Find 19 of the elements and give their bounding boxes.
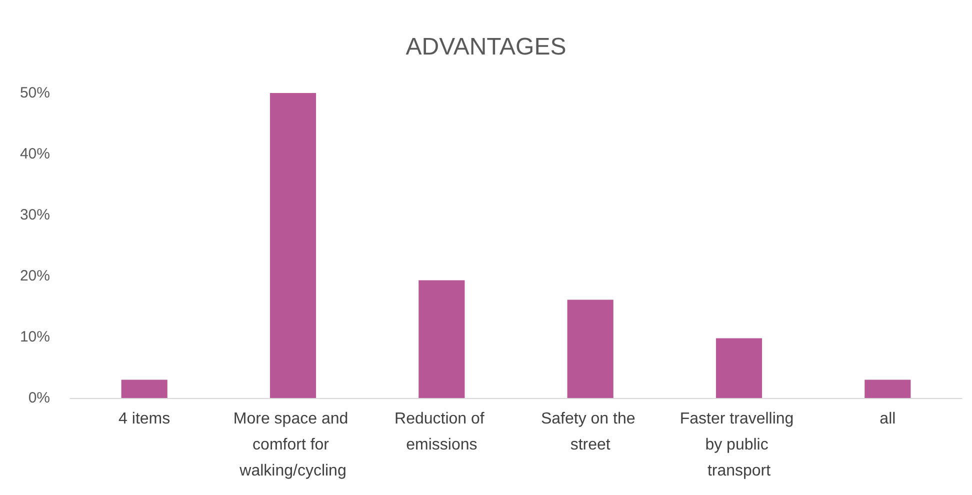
x-tick-label: 4 items bbox=[118, 410, 170, 428]
x-tick-label: Reduction of emissions bbox=[394, 410, 489, 454]
x-tick-label: all bbox=[880, 410, 896, 428]
x-tick-label: Safety on the street bbox=[540, 410, 640, 454]
bar bbox=[121, 380, 168, 398]
y-tick-label: 20% bbox=[20, 268, 50, 284]
x-tick-label: More space and comfort for walking/cycling bbox=[233, 410, 353, 480]
y-tick-label: 0% bbox=[28, 390, 50, 406]
y-tick-label: 40% bbox=[20, 146, 50, 162]
y-tick-label: 30% bbox=[20, 206, 50, 224]
bar bbox=[716, 338, 762, 398]
x-tick-label: Faster travelling by public transport bbox=[680, 410, 798, 480]
y-tick-label: 50% bbox=[20, 84, 50, 102]
bar bbox=[864, 380, 911, 398]
bar bbox=[270, 93, 316, 398]
bar bbox=[418, 280, 465, 398]
bar bbox=[567, 300, 614, 398]
y-tick-label: 10% bbox=[20, 328, 50, 346]
chart-title: ADVANTAGES bbox=[406, 34, 566, 60]
